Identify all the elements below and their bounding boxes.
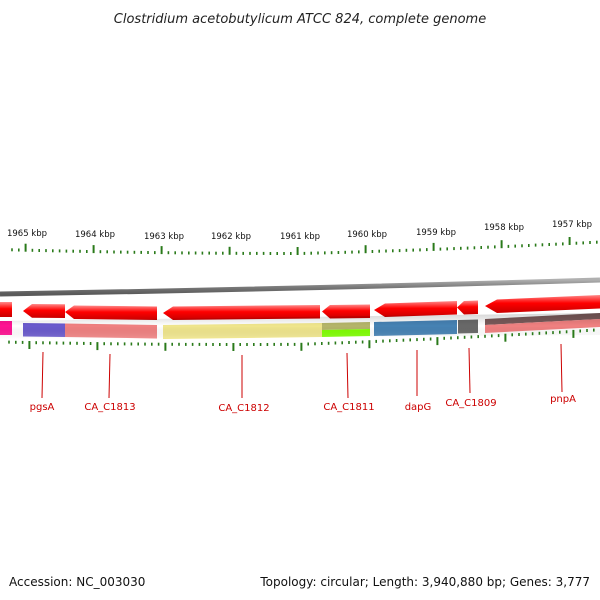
gene-arrow-pgsA (23, 304, 65, 318)
kbp-scale-labels: 1965 kbp 1964 kbp 1963 kbp 1962 kbp 1961 kbp… (7, 220, 592, 242)
gene-label-CA_C1809: CA_C1809 (445, 398, 496, 409)
gene-arrow-CA_C1809 (457, 300, 478, 315)
genome-summary-text: Topology: circular; Length: 3,940,880 bp… (259, 575, 590, 589)
gene-label-lines (41, 343, 563, 399)
gene-arrow-dapG (374, 301, 457, 317)
gene-labels: pgsA CA_C1813 CA_C1812 CA_C1811 dapG CA_… (30, 394, 576, 414)
kbp-label: 1964 kbp (75, 230, 115, 240)
gene-arrow-left-edge (0, 302, 12, 317)
kbp-label: 1960 kbp (347, 230, 387, 240)
gene-arrow-CA_C1812 (163, 305, 320, 320)
accession-text: Accession: NC_003030 (9, 575, 145, 589)
gene-label-CA_C1811: CA_C1811 (323, 402, 374, 413)
gene-label-CA_C1812: CA_C1812 (218, 403, 269, 414)
kbp-label: 1963 kbp (144, 232, 184, 242)
gene-label-dapG: dapG (405, 402, 432, 413)
kbp-label: 1957 kbp (552, 220, 592, 230)
label-line-CA_C1811 (346, 352, 349, 399)
gene-label-pnpA: pnpA (550, 394, 576, 405)
gene-arrow-CA_C1813 (65, 305, 157, 320)
gene-arrow-CA_C1811 (322, 304, 370, 319)
kbp-label: 1965 kbp (7, 229, 47, 239)
label-line-pgsA (41, 351, 44, 399)
page-title: Clostridium acetobutylicum ATCC 824, com… (114, 12, 486, 27)
feature-bands (0, 313, 600, 339)
gene-label-CA_C1813: CA_C1813 (84, 402, 135, 413)
genome-backbone (0, 277, 600, 297)
kbp-label: 1961 kbp (280, 232, 320, 242)
label-line-pnpA (560, 343, 563, 393)
outer-tick-marks (11, 237, 598, 255)
feature-band-shading (0, 313, 600, 339)
kbp-label: 1958 kbp (484, 223, 524, 233)
inner-tick-marks (8, 328, 595, 351)
label-line-CA_C1813 (108, 353, 111, 399)
kbp-label: 1959 kbp (416, 228, 456, 238)
kbp-label: 1962 kbp (211, 232, 251, 242)
gene-label-pgsA: pgsA (30, 402, 55, 413)
label-line-CA_C1809 (468, 347, 471, 394)
gene-arrow-pnpA (485, 295, 600, 313)
gene-arrows (0, 295, 600, 320)
